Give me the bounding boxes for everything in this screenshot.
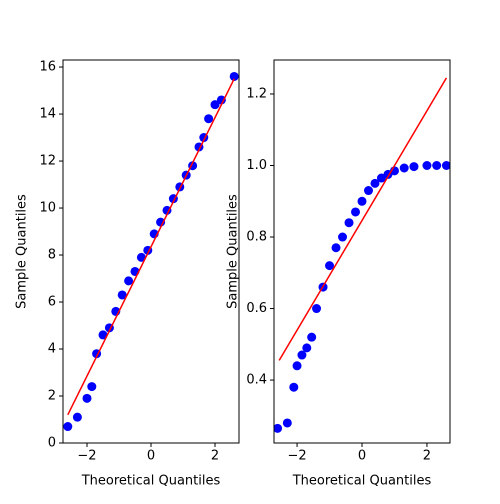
point — [98, 330, 108, 340]
x-axis-label: Theoretical Quantiles — [292, 474, 432, 489]
y-tick-label: 0.6 — [246, 301, 267, 316]
x-tick-label: −2 — [287, 449, 306, 464]
point — [87, 382, 97, 392]
y-tick-label: 0.8 — [246, 230, 267, 245]
point — [422, 160, 432, 170]
point — [441, 160, 450, 170]
x-tick-label: 2 — [211, 449, 219, 464]
point — [82, 393, 92, 403]
point — [325, 261, 335, 271]
point — [307, 332, 317, 342]
y-tick-label: 1.2 — [246, 86, 267, 101]
point — [399, 163, 409, 173]
y-tick-label: 12 — [39, 154, 56, 169]
point — [357, 196, 367, 206]
plot-area — [63, 71, 239, 432]
point — [331, 243, 341, 253]
y-tick-label: 0.4 — [246, 373, 267, 388]
point — [117, 290, 127, 300]
point — [302, 343, 312, 353]
x-tick-label: 2 — [423, 449, 431, 464]
point — [136, 252, 146, 262]
point — [292, 361, 302, 371]
y-tick-label: 4 — [48, 342, 56, 357]
plot-area — [274, 77, 450, 433]
point — [204, 114, 214, 124]
point — [124, 276, 134, 286]
point — [297, 350, 307, 360]
reference-line — [278, 77, 448, 361]
point — [409, 162, 419, 172]
y-tick-label: 8 — [48, 248, 56, 263]
point — [216, 95, 226, 105]
y-tick-label: 14 — [39, 107, 56, 122]
y-tick-label: 1.0 — [246, 158, 267, 173]
point — [363, 186, 373, 196]
y-tick-label: 6 — [48, 295, 56, 310]
reference-line — [67, 78, 235, 416]
point — [338, 232, 348, 242]
x-tick-label: 0 — [147, 449, 155, 464]
y-tick-label: 16 — [39, 60, 56, 75]
point — [72, 412, 82, 422]
x-axis-label: Theoretical Quantiles — [81, 474, 221, 489]
point — [282, 418, 292, 428]
point — [162, 205, 172, 215]
point — [274, 423, 283, 433]
point — [229, 71, 239, 81]
y-tick-label: 2 — [48, 389, 56, 404]
point — [312, 304, 322, 314]
y-axis-label: Sample Quantiles — [15, 194, 30, 309]
point — [63, 422, 73, 432]
point — [289, 382, 299, 392]
y-tick-label: 0 — [48, 436, 56, 451]
x-tick-label: 0 — [358, 449, 366, 464]
point — [344, 218, 354, 228]
point — [432, 160, 442, 170]
x-tick-label: −2 — [77, 449, 96, 464]
y-tick-label: 10 — [39, 201, 56, 216]
point — [370, 178, 380, 188]
y-axis-label: Sample Quantiles — [226, 194, 241, 309]
point — [210, 100, 220, 110]
point — [351, 207, 361, 217]
